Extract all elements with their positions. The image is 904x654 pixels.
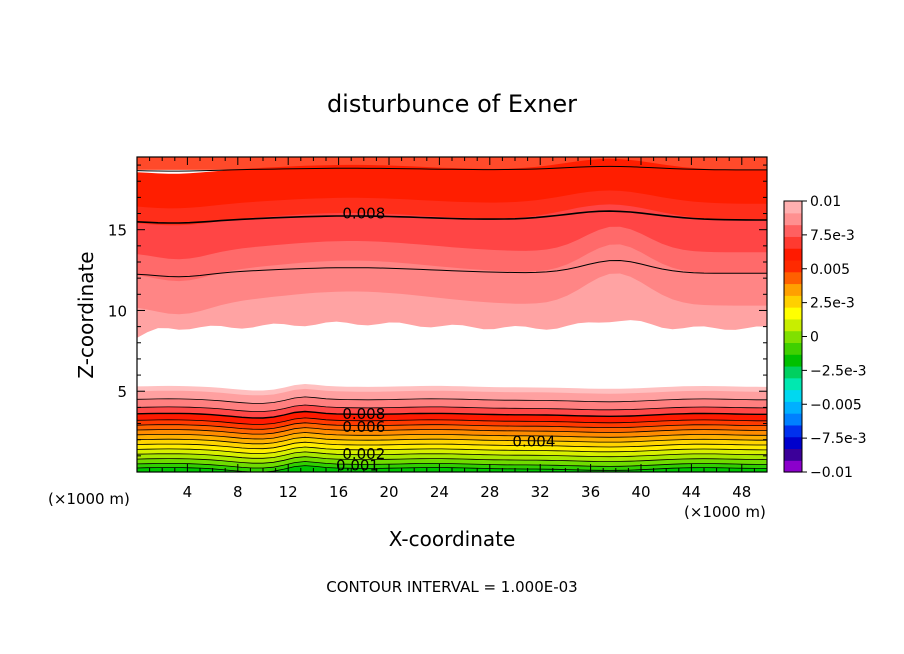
x-tick-label: 20: [379, 483, 398, 501]
x-unit-left: (×1000 m): [48, 490, 130, 508]
colorbar-label: −7.5e-3: [810, 431, 867, 447]
contour-line: [136, 446, 768, 454]
contour-line: [136, 456, 768, 464]
colorbar-swatch: [784, 389, 802, 402]
x-tick-label: 24: [430, 483, 449, 501]
contour-line: [136, 451, 767, 459]
x-tick-label: 40: [631, 483, 650, 501]
contour-line: [136, 404, 768, 412]
colorbar-label: 0: [810, 330, 819, 346]
colorbar-swatch: [784, 259, 802, 273]
contour-line: [136, 432, 767, 440]
contour-line: [136, 461, 767, 469]
colorbar-swatch: [784, 365, 802, 379]
contour-line: [136, 441, 767, 450]
colorbar: 0.01 7.5e-3 0.005 2.5e-3 0 −2.5e-3 −0.005 −7.5e…: [783, 194, 867, 481]
colorbar-swatch: [784, 448, 802, 461]
x-tick-label: 12: [279, 483, 298, 501]
x-tick-label: 36: [581, 483, 600, 501]
x-tick-label: 8: [233, 483, 243, 501]
colorbar-swatch: [784, 377, 802, 391]
contour-label: 0.002: [342, 445, 385, 463]
colorbar-swatch: [784, 283, 802, 296]
y-tick-label: 15: [108, 222, 127, 240]
colorbar-swatch: [784, 318, 802, 332]
colorbar-swatch: [784, 413, 802, 426]
colorbar-label: −0.005: [810, 397, 862, 413]
x-tick-label: 28: [480, 483, 499, 501]
x-tick-label: 48: [732, 483, 751, 501]
x-unit-right: (×1000 m): [684, 503, 766, 521]
contour-lines: [136, 165, 768, 473]
colorbar-swatch: [784, 295, 802, 308]
colorbar-swatch: [784, 307, 802, 320]
colorbar-label: 7.5e-3: [810, 228, 855, 244]
chart-title: disturbunce of Exner: [327, 90, 577, 118]
contour-line: [136, 422, 767, 430]
colorbar-swatch: [784, 342, 802, 355]
contour-line: [136, 210, 767, 224]
colorbar-swatch: [784, 330, 802, 343]
x-tick-label: 4: [183, 483, 193, 501]
y-tick-label: 5: [117, 383, 127, 401]
x-axis-label: X-coordinate: [389, 527, 516, 551]
plot-area: [137, 157, 767, 473]
contour-line: [136, 417, 767, 425]
colorbar-label: −2.5e-3: [810, 363, 867, 379]
neutral-region: [137, 320, 767, 382]
contour-label: 0.008: [342, 205, 385, 223]
colorbar-label: 0.005: [810, 262, 850, 278]
x-tick-label: 32: [531, 483, 550, 501]
colorbar-swatch: [784, 460, 802, 473]
colorbar-swatch: [784, 248, 802, 261]
colorbar-swatch: [784, 212, 802, 226]
colorbar-swatch: [784, 236, 802, 249]
colorbar-label: 0.01: [810, 194, 841, 210]
contour-label: 0.008: [342, 405, 385, 423]
x-tick-label: 16: [329, 483, 348, 501]
contour-line: [136, 165, 767, 172]
contour-line: [136, 427, 767, 435]
contour-label: 0.004: [512, 432, 555, 450]
colorbar-swatch: [784, 201, 802, 214]
y-axis-label: Z-coordinate: [74, 251, 98, 378]
colorbar-swatch: [784, 354, 802, 367]
contour-line: [136, 396, 767, 404]
colorbar-label: −0.01: [810, 465, 853, 481]
contour-label: 0.006: [342, 418, 385, 436]
colorbar-swatch: [784, 424, 802, 438]
upper-band: [137, 273, 767, 338]
x-tick-label: 44: [682, 483, 701, 501]
colorbar-swatch: [784, 436, 802, 450]
colorbar-swatch: [784, 271, 802, 285]
contour-line: [136, 410, 767, 419]
contour-line: [136, 259, 767, 278]
contour-label: 0.001: [336, 457, 379, 475]
contour-line: [136, 436, 767, 445]
colorbar-swatch: [784, 224, 802, 237]
colorbar-label: 2.5e-3: [810, 296, 855, 312]
contour-interval-note: CONTOUR INTERVAL = 1.000E-03: [326, 578, 577, 596]
colorbar-swatch: [784, 401, 802, 414]
y-tick-label: 10: [108, 302, 127, 320]
